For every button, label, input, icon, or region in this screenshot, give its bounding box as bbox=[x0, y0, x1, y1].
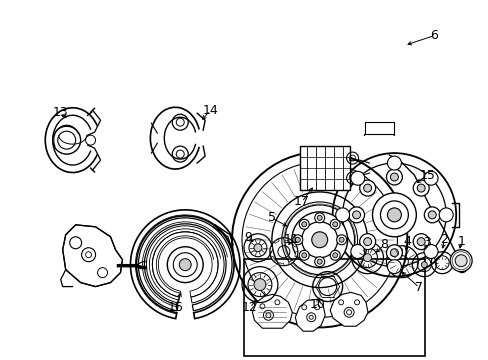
Circle shape bbox=[299, 250, 308, 260]
Polygon shape bbox=[288, 260, 293, 265]
Text: 2: 2 bbox=[439, 233, 447, 246]
Polygon shape bbox=[295, 299, 325, 331]
Circle shape bbox=[438, 208, 452, 222]
Circle shape bbox=[295, 237, 300, 242]
Circle shape bbox=[389, 249, 398, 257]
Text: 14: 14 bbox=[202, 104, 218, 117]
Text: 11: 11 bbox=[284, 233, 299, 246]
Circle shape bbox=[314, 257, 324, 267]
Text: 6: 6 bbox=[429, 29, 437, 42]
Circle shape bbox=[386, 208, 401, 222]
Circle shape bbox=[292, 235, 302, 245]
Circle shape bbox=[386, 169, 402, 185]
Polygon shape bbox=[62, 225, 122, 287]
Circle shape bbox=[265, 313, 270, 318]
Circle shape bbox=[348, 207, 364, 223]
Circle shape bbox=[332, 222, 337, 227]
Bar bbox=[244, 259, 424, 356]
Polygon shape bbox=[273, 239, 279, 243]
Text: 4: 4 bbox=[403, 235, 410, 248]
Polygon shape bbox=[269, 247, 272, 252]
Circle shape bbox=[416, 184, 424, 192]
Circle shape bbox=[179, 259, 191, 271]
Circle shape bbox=[336, 235, 346, 245]
Circle shape bbox=[301, 253, 306, 258]
Text: 13: 13 bbox=[53, 106, 68, 119]
Text: 12: 12 bbox=[242, 301, 257, 314]
Circle shape bbox=[301, 222, 337, 258]
Circle shape bbox=[352, 211, 360, 219]
Text: 5: 5 bbox=[267, 211, 275, 224]
Text: 10: 10 bbox=[309, 298, 325, 311]
Circle shape bbox=[253, 244, 262, 252]
Circle shape bbox=[253, 279, 265, 291]
Circle shape bbox=[53, 126, 81, 154]
Circle shape bbox=[339, 237, 344, 242]
Circle shape bbox=[386, 260, 401, 274]
Polygon shape bbox=[270, 256, 275, 262]
Polygon shape bbox=[294, 252, 297, 257]
Circle shape bbox=[329, 250, 340, 260]
Circle shape bbox=[335, 208, 349, 222]
Circle shape bbox=[412, 234, 428, 249]
Circle shape bbox=[372, 193, 415, 237]
Circle shape bbox=[423, 171, 437, 185]
Circle shape bbox=[454, 255, 466, 267]
Polygon shape bbox=[329, 292, 367, 326]
Circle shape bbox=[421, 262, 427, 268]
Text: 1: 1 bbox=[456, 235, 464, 248]
Text: 9: 9 bbox=[244, 231, 251, 244]
Circle shape bbox=[301, 222, 306, 227]
Circle shape bbox=[423, 244, 437, 258]
Circle shape bbox=[449, 250, 471, 272]
Text: 15: 15 bbox=[419, 168, 434, 181]
Bar bbox=[364, 122, 394, 134]
Circle shape bbox=[332, 253, 337, 258]
Bar bbox=[299, 146, 349, 190]
Circle shape bbox=[386, 245, 402, 261]
Circle shape bbox=[389, 173, 398, 181]
Circle shape bbox=[311, 232, 327, 248]
Circle shape bbox=[427, 211, 435, 219]
Circle shape bbox=[459, 265, 464, 270]
Circle shape bbox=[456, 263, 466, 273]
Text: 3: 3 bbox=[423, 236, 430, 249]
Circle shape bbox=[299, 219, 308, 229]
Circle shape bbox=[350, 244, 364, 258]
Polygon shape bbox=[252, 294, 292, 328]
Circle shape bbox=[363, 238, 371, 246]
Circle shape bbox=[380, 201, 407, 229]
Text: 8: 8 bbox=[380, 238, 387, 251]
Circle shape bbox=[314, 213, 324, 223]
Circle shape bbox=[291, 212, 347, 268]
Circle shape bbox=[317, 259, 322, 264]
Circle shape bbox=[386, 156, 401, 170]
Circle shape bbox=[363, 184, 371, 192]
Circle shape bbox=[350, 171, 364, 185]
Polygon shape bbox=[283, 238, 288, 240]
Polygon shape bbox=[292, 242, 296, 247]
Circle shape bbox=[363, 254, 371, 262]
Polygon shape bbox=[278, 263, 283, 266]
Circle shape bbox=[329, 219, 340, 229]
Circle shape bbox=[359, 234, 375, 249]
Circle shape bbox=[412, 180, 428, 196]
Circle shape bbox=[416, 238, 424, 246]
Circle shape bbox=[359, 180, 375, 196]
Text: 16: 16 bbox=[167, 301, 183, 314]
Text: 17: 17 bbox=[293, 195, 309, 208]
Circle shape bbox=[424, 207, 439, 223]
Text: 7: 7 bbox=[414, 281, 423, 294]
Circle shape bbox=[317, 215, 322, 220]
